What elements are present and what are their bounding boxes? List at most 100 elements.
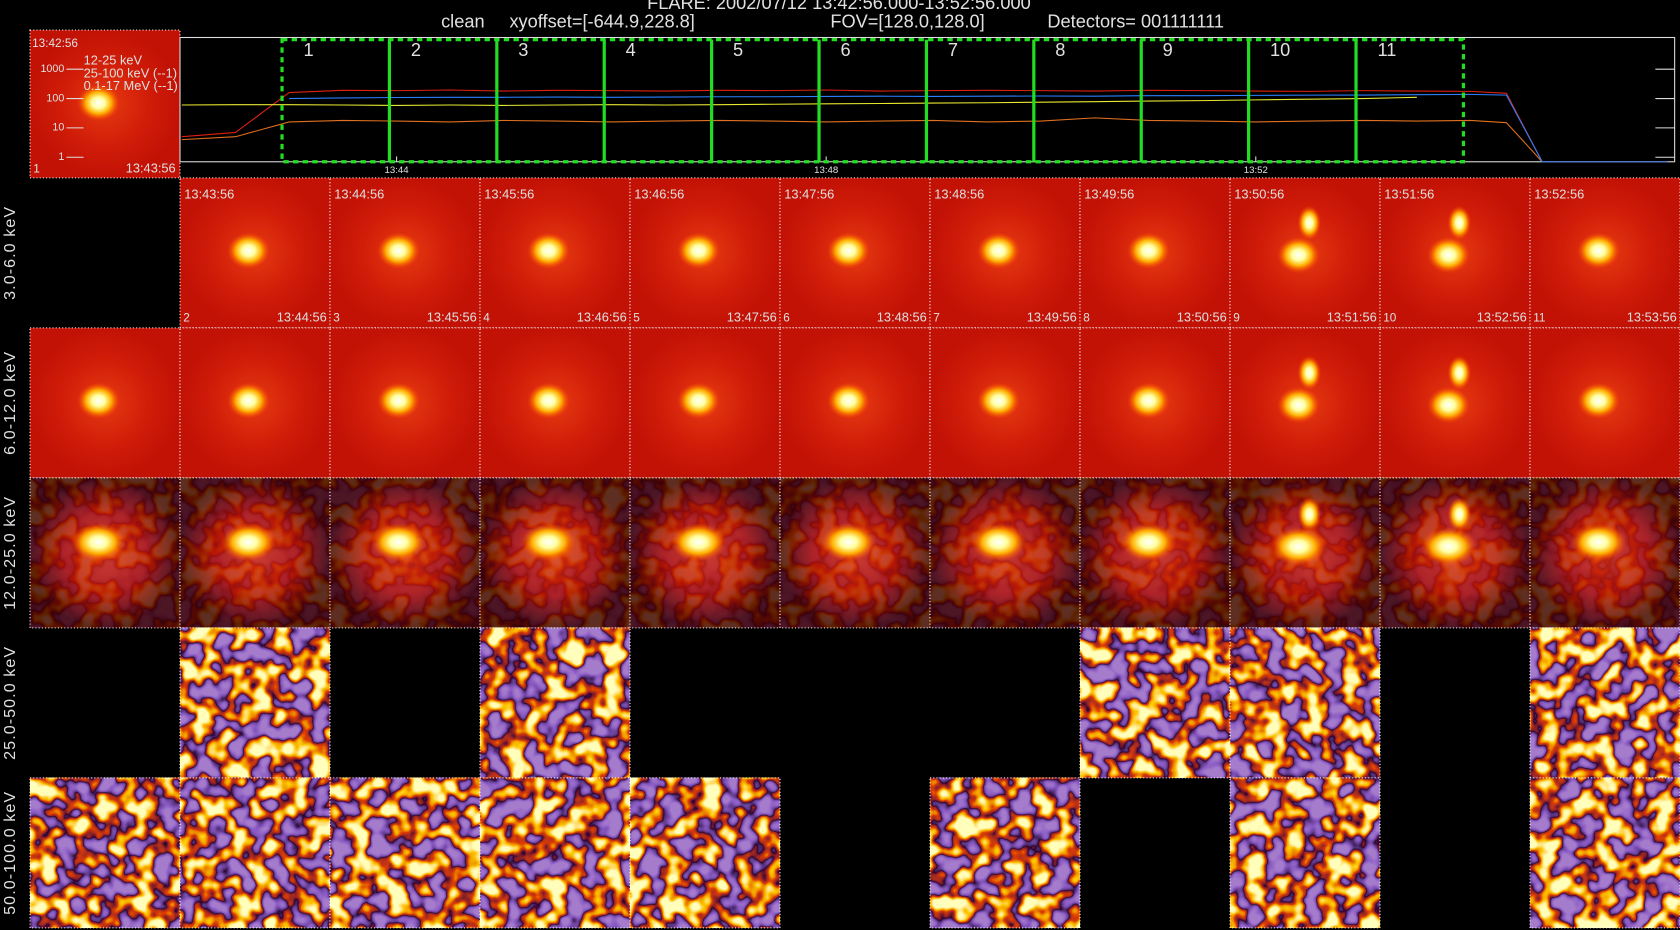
cell-end-time: 13:47:56 <box>727 310 777 325</box>
source <box>1277 236 1320 274</box>
source <box>977 232 1020 269</box>
cell-border <box>1529 477 1680 629</box>
interval-label: 8 <box>1055 40 1065 60</box>
cell-index: 4 <box>483 311 490 324</box>
cell-end-time: 13:48:56 <box>877 310 927 325</box>
interval-label: 11 <box>1377 40 1396 60</box>
cell-end-time: 13:46:56 <box>577 310 627 325</box>
cell-border <box>1229 627 1381 779</box>
cell-time: 13:51:56 <box>1384 186 1434 201</box>
image <box>30 777 180 928</box>
source <box>1277 386 1320 424</box>
source <box>1577 232 1620 269</box>
cell-border <box>1529 627 1680 779</box>
x-tick-label: 13:52 <box>1244 165 1268 176</box>
cell-border <box>1229 777 1381 929</box>
cell-time: 13:49:56 <box>1084 186 1134 201</box>
image <box>630 777 780 928</box>
cell-end-time: 13:50:56 <box>1177 310 1227 325</box>
y-tick-label: 1 <box>58 151 64 163</box>
cell-border <box>479 627 631 779</box>
source <box>1427 386 1470 424</box>
source <box>77 382 120 419</box>
interval-label: 2 <box>411 40 421 60</box>
row-label: 25.0-50.0 keV <box>1 646 19 760</box>
source <box>227 382 270 419</box>
source <box>670 522 727 562</box>
cell-index: 7 <box>933 311 940 324</box>
cell-border <box>1529 777 1680 929</box>
image <box>1080 627 1230 778</box>
cell-time: 13:44:56 <box>334 186 384 201</box>
cell-end-time: 13:49:56 <box>1027 310 1077 325</box>
source <box>377 382 420 419</box>
y-tick-label: 1000 <box>40 63 64 75</box>
y-tick-label: 100 <box>46 92 64 104</box>
source <box>370 522 427 562</box>
source <box>1270 527 1327 566</box>
source <box>527 232 570 269</box>
interval-label: 10 <box>1270 40 1290 60</box>
cell-index: 11 <box>1533 311 1545 324</box>
cell-end-time: 13:53:56 <box>1627 310 1677 325</box>
source <box>77 84 120 122</box>
source <box>520 522 577 562</box>
cell-border <box>1529 177 1680 329</box>
detectors: Detectors= 001111111 <box>1047 11 1224 31</box>
cell-time: 13:45:56 <box>484 186 534 201</box>
image <box>930 777 1080 928</box>
legend-entry: 25-100 keV (--1) <box>84 65 178 80</box>
interval-label: 9 <box>1163 40 1173 60</box>
image <box>330 777 480 928</box>
legend-entry: 12-25 keV <box>84 52 143 67</box>
cell-time: 13:43:56 <box>184 186 234 201</box>
row-label: 3.0-6.0 keV <box>1 206 19 300</box>
image <box>1530 627 1680 778</box>
source <box>1570 522 1627 562</box>
image <box>480 627 630 778</box>
source <box>970 522 1027 562</box>
cell-time: 13:50:56 <box>1234 186 1284 201</box>
source <box>227 232 270 269</box>
cell-time: 13:52:56 <box>1534 186 1584 201</box>
source <box>1447 497 1472 532</box>
interval-label: 4 <box>626 40 636 60</box>
series-line <box>181 89 1668 163</box>
source <box>677 382 720 419</box>
source <box>1127 232 1170 269</box>
image <box>180 627 330 778</box>
thumb-index: 1 <box>33 162 40 175</box>
cell-time: 13:47:56 <box>784 186 834 201</box>
source <box>827 232 870 269</box>
source <box>70 522 127 562</box>
mode: clean <box>441 11 485 31</box>
cell-end-time: 13:45:56 <box>427 310 477 325</box>
source <box>377 232 420 269</box>
cell-time: 13:46:56 <box>634 186 684 201</box>
cell-border <box>629 777 781 929</box>
interval-label: 3 <box>518 40 528 60</box>
image <box>480 777 630 928</box>
legend-entry: 0.1-17 MeV (--1) <box>84 78 178 93</box>
interval-label: 1 <box>303 40 313 60</box>
cell-time: 13:48:56 <box>934 186 984 201</box>
image <box>1230 627 1380 778</box>
image <box>180 777 330 928</box>
source <box>1297 355 1322 390</box>
y-tick-label: 10 <box>52 122 64 134</box>
cell-end-time: 13:44:56 <box>277 310 327 325</box>
source <box>220 522 277 562</box>
source <box>1127 382 1170 419</box>
x-tick-label: 13:48 <box>814 165 838 176</box>
row-label: 6.0-12.0 keV <box>1 351 19 455</box>
source <box>1420 527 1477 566</box>
cell-border <box>179 627 331 779</box>
source <box>827 382 870 419</box>
cell-index: 5 <box>633 311 640 324</box>
source <box>1577 382 1620 419</box>
series-line <box>289 93 1668 163</box>
source <box>1297 497 1322 532</box>
cell-end-time: 13:52:56 <box>1477 310 1527 325</box>
